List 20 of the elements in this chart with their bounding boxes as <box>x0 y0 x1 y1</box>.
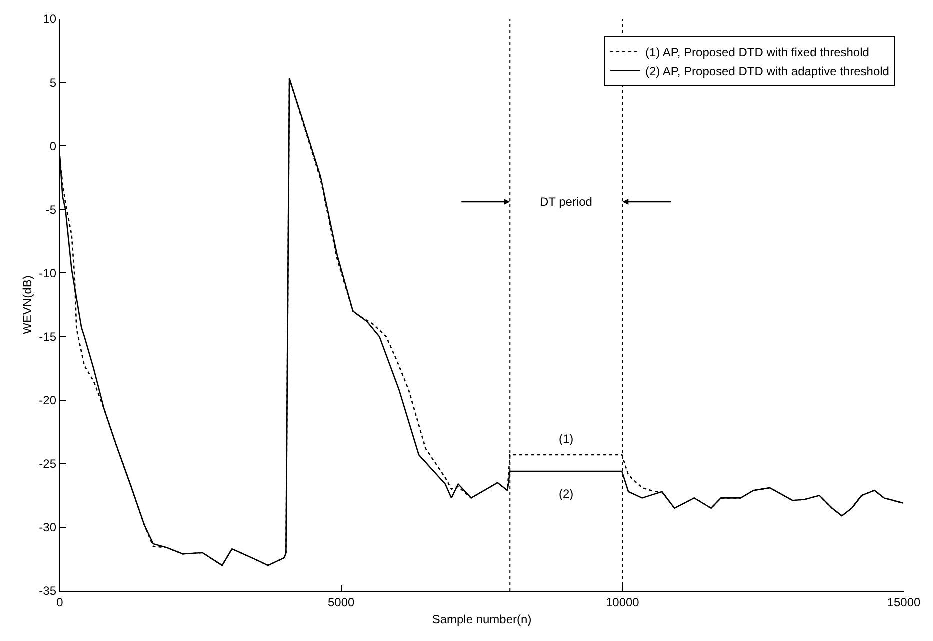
x-tick-label: 10000 <box>606 596 640 610</box>
x-axis-title: Sample number(n) <box>432 612 532 626</box>
y-tick-label: 5 <box>50 76 57 90</box>
x-tick-label: 5000 <box>328 596 355 610</box>
y-tick-label: -20 <box>39 394 57 408</box>
y-tick-label: 10 <box>43 12 57 26</box>
y-tick-label: -10 <box>39 266 57 280</box>
y-tick-label: -35 <box>39 584 57 598</box>
y-tick-label: -5 <box>46 202 57 217</box>
legend-label: (1) AP, Proposed DTD with fixed threshold <box>646 45 870 60</box>
y-tick-label: -30 <box>39 520 57 535</box>
annotation: (1) <box>559 432 574 446</box>
annotation: DT period <box>540 195 592 209</box>
y-tick-label: -15 <box>39 330 57 344</box>
annotation: (2) <box>559 487 574 501</box>
y-axis-title: WEVN(dB) <box>20 276 34 334</box>
legend-label: (2) AP, Proposed DTD with adaptive threshold <box>646 64 890 78</box>
y-tick-label: 0 <box>50 139 57 154</box>
x-tick-label: 15000 <box>887 596 922 610</box>
y-tick-label: -25 <box>39 457 57 472</box>
